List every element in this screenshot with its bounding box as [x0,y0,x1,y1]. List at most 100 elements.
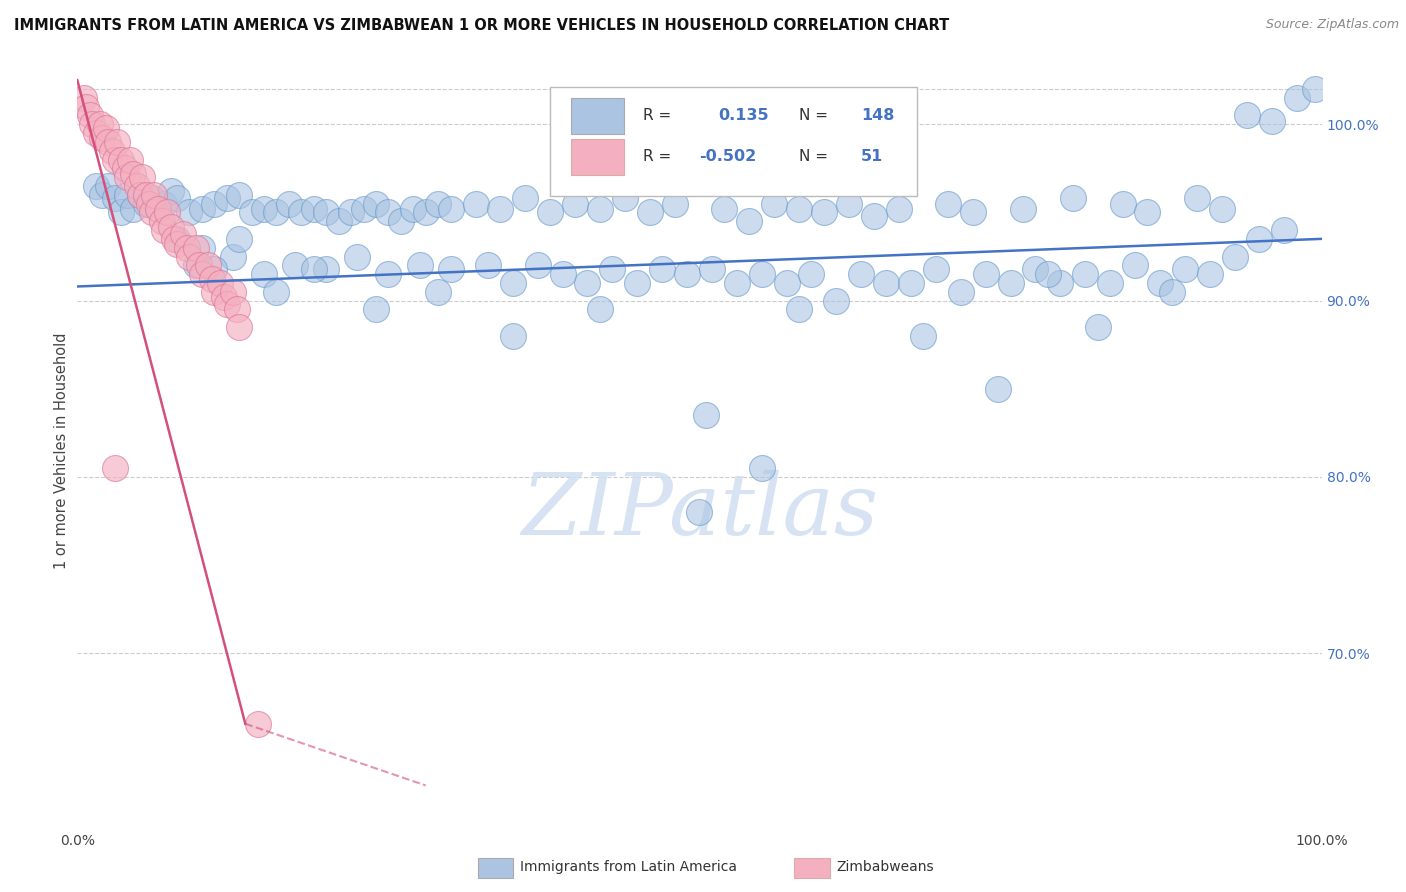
Text: ZIPatlas: ZIPatlas [520,470,879,552]
Point [166,232,188,246]
Point [156,205,179,219]
Point [353,202,375,216]
Point [91,131,114,145]
Point [131,170,153,185]
Point [228,187,250,202]
Point [188,258,211,272]
Point [110,153,132,167]
Point [887,202,910,216]
Point [364,196,387,211]
Point [787,202,810,216]
Point [159,184,181,198]
Point [128,187,150,202]
Point [738,214,761,228]
Point [197,258,219,272]
Point [551,267,574,281]
Point [191,267,214,281]
Point [751,267,773,281]
Point [402,202,425,216]
Point [502,276,524,290]
Point [215,191,238,205]
Point [153,223,176,237]
Point [104,153,127,167]
Point [538,205,561,219]
Point [427,285,450,299]
Point [1136,205,1159,219]
Point [1036,267,1059,281]
Point [104,191,127,205]
Point [122,167,145,181]
Point [464,196,486,211]
Point [215,297,238,311]
Point [79,108,101,122]
Point [212,290,235,304]
Point [148,202,170,216]
Point [813,205,835,219]
Point [290,205,312,219]
Point [1272,223,1295,237]
Point [787,302,810,317]
Point [191,241,214,255]
Point [676,267,699,281]
Y-axis label: 1 or more Vehicles in Household: 1 or more Vehicles in Household [53,332,69,569]
Point [315,261,337,276]
Point [176,241,198,255]
Point [974,267,997,281]
FancyBboxPatch shape [550,87,917,196]
Point [1062,191,1084,205]
Point [689,505,711,519]
Point [114,161,136,176]
Point [340,205,363,219]
Point [515,191,537,205]
Point [664,196,686,211]
Point [1049,276,1071,290]
Point [526,258,548,272]
Point [1000,276,1022,290]
Point [91,187,114,202]
Text: 51: 51 [862,149,883,164]
Point [838,196,860,211]
Point [75,100,97,114]
Point [1024,261,1046,276]
Point [862,209,884,223]
Point [1149,276,1171,290]
Point [302,202,325,216]
Point [775,276,797,290]
Point [328,214,350,228]
Point [138,196,160,211]
Text: Source: ZipAtlas.com: Source: ZipAtlas.com [1265,18,1399,31]
Text: R =: R = [644,108,672,123]
Point [101,144,124,158]
Point [128,187,150,202]
Point [925,261,948,276]
Point [122,202,145,216]
Point [415,205,437,219]
Point [141,205,163,219]
Point [1305,82,1327,96]
Point [1198,267,1220,281]
Point [172,227,194,241]
Point [1123,258,1146,272]
Point [225,302,247,317]
Point [389,214,412,228]
Point [118,153,141,167]
Point [763,196,786,211]
Point [253,267,276,281]
Point [364,302,387,317]
Point [135,187,157,202]
Point [602,261,624,276]
Point [695,408,717,422]
Point [277,196,299,211]
Point [115,170,138,185]
Point [564,196,586,211]
Point [143,187,166,202]
Point [875,276,897,290]
FancyBboxPatch shape [571,139,624,175]
Point [1223,250,1246,264]
Point [315,205,337,219]
Point [377,267,399,281]
Point [962,205,984,219]
Point [377,205,399,219]
Point [202,261,225,276]
Point [589,302,612,317]
